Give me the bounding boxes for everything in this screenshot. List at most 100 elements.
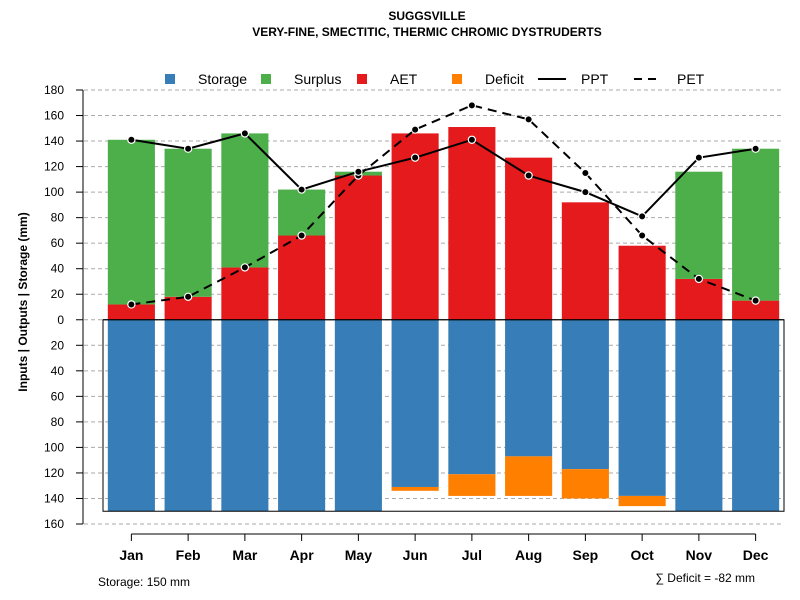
x-tick-label-mar: Mar bbox=[232, 547, 257, 563]
storage-bar-jul bbox=[448, 319, 496, 475]
legend-swatch-aet bbox=[357, 74, 367, 84]
ppt-point-dec bbox=[751, 144, 760, 153]
legend: Storage Surplus AET Deficit PPT PET bbox=[165, 71, 705, 87]
storage-bar-apr bbox=[278, 319, 326, 512]
aet-bar-jun bbox=[391, 133, 439, 320]
y-tick-label: 140 bbox=[44, 134, 64, 148]
x-tick-label-jul: Jul bbox=[462, 547, 482, 563]
surplus-bar-apr bbox=[278, 189, 326, 236]
ppt-point-apr bbox=[297, 185, 306, 194]
deficit-bar-aug bbox=[505, 456, 553, 496]
surplus-bar-dec bbox=[732, 148, 780, 301]
x-tick-label-sep: Sep bbox=[573, 547, 599, 563]
storage-capacity-frame bbox=[102, 319, 785, 512]
deficit-bar-jul bbox=[448, 474, 496, 496]
y-tick-label: 120 bbox=[44, 160, 64, 174]
surplus-bar-mar bbox=[221, 133, 269, 268]
x-tick-label-jan: Jan bbox=[119, 547, 143, 563]
legend-label-ppt: PPT bbox=[581, 71, 609, 87]
aet-bar-oct bbox=[618, 245, 666, 320]
legend-swatch-deficit bbox=[452, 74, 462, 84]
pet-point-sep bbox=[581, 168, 590, 178]
pet-point-jun bbox=[410, 125, 420, 134]
storage-bar-nov bbox=[675, 319, 723, 512]
aet-bar-dec bbox=[732, 300, 780, 320]
ppt-point-aug bbox=[524, 171, 533, 180]
y-tick-label: 40 bbox=[51, 364, 65, 378]
x-axis: Jan Feb Mar Apr May Jun Jul Aug Sep Oct Nov Dec bbox=[119, 533, 769, 563]
y-tick-label: 120 bbox=[44, 466, 64, 480]
legend-label-storage: Storage bbox=[198, 71, 247, 87]
ppt-point-nov bbox=[694, 153, 704, 162]
aet-bar-apr bbox=[278, 235, 326, 320]
legend-label-surplus: Surplus bbox=[294, 71, 341, 87]
pet-point-mar bbox=[240, 263, 250, 272]
legend-label-deficit: Deficit bbox=[485, 71, 524, 87]
pet-point-feb bbox=[183, 292, 193, 301]
surplus-bar-jan bbox=[107, 139, 155, 305]
aet-bar-may bbox=[334, 175, 382, 320]
storage-bar-dec bbox=[732, 319, 780, 512]
y-tick-label: 20 bbox=[51, 338, 65, 352]
deficit-bar-jun bbox=[391, 486, 439, 491]
deficit-annotation: ∑ Deficit = -82 mm bbox=[655, 571, 755, 585]
aet-bar-jul bbox=[448, 127, 496, 320]
y-tick-label: 60 bbox=[51, 389, 65, 403]
storage-bar-jun bbox=[391, 319, 439, 487]
pet-point-jul bbox=[467, 101, 477, 110]
chart-title: SUGGSVILLE bbox=[388, 9, 465, 23]
storage-bar-feb bbox=[164, 319, 212, 512]
deficit-bar-oct bbox=[618, 495, 666, 507]
y-tick-label: 100 bbox=[44, 440, 64, 454]
legend-swatch-storage bbox=[165, 74, 175, 84]
y-tick-label: 80 bbox=[51, 415, 65, 429]
y-tick-label: 160 bbox=[44, 109, 64, 123]
y-tick-label: 20 bbox=[51, 287, 65, 301]
x-tick-label-dec: Dec bbox=[743, 547, 769, 563]
ppt-point-jul bbox=[467, 135, 477, 144]
ppt-point-oct bbox=[637, 212, 647, 221]
storage-bar-may bbox=[334, 319, 382, 512]
aet-bar-aug bbox=[505, 157, 553, 320]
pet-point-nov bbox=[694, 274, 704, 284]
y-tick-label: 180 bbox=[44, 83, 64, 97]
y-tick-label: 160 bbox=[44, 517, 64, 531]
x-tick-label-feb: Feb bbox=[176, 547, 201, 563]
x-tick-label-aug: Aug bbox=[515, 547, 542, 563]
ppt-point-mar bbox=[240, 129, 250, 138]
x-tick-label-may: May bbox=[345, 547, 372, 563]
aet-bar-sep bbox=[561, 202, 609, 320]
y-axis-title: Inputs | Outputs | Storage (mm) bbox=[16, 212, 30, 391]
y-axis: 180 160 140 120 100 80 60 40 20 0 20 40 60 80 100 120 14… bbox=[44, 83, 84, 531]
pet-line bbox=[131, 104, 756, 306]
pet-point-oct bbox=[637, 231, 647, 240]
aet-bar-mar bbox=[221, 267, 269, 320]
legend-label-aet: AET bbox=[390, 71, 418, 87]
pet-point-apr bbox=[297, 231, 306, 240]
legend-label-pet: PET bbox=[677, 71, 705, 87]
x-tick-label-jun: Jun bbox=[403, 547, 428, 563]
pet-point-jan bbox=[127, 300, 136, 309]
legend-swatch-surplus bbox=[261, 74, 271, 84]
storage-annotation: Storage: 150 mm bbox=[98, 575, 190, 589]
ppt-point-feb bbox=[183, 144, 193, 153]
deficit-bar-sep bbox=[561, 469, 609, 499]
ppt-point-sep bbox=[581, 187, 590, 197]
surplus-bar-nov bbox=[675, 171, 723, 279]
x-tick-label-oct: Oct bbox=[630, 547, 654, 563]
aet-bar-jan bbox=[107, 304, 155, 320]
chart-subtitle: VERY-FINE, SMECTITIC, THERMIC CHROMIC DY… bbox=[252, 25, 602, 39]
surplus-bar-feb bbox=[164, 148, 212, 297]
series-lines bbox=[127, 101, 760, 309]
storage-bar-oct bbox=[618, 319, 666, 496]
pet-point-dec bbox=[751, 296, 760, 305]
storage-bar-aug bbox=[505, 319, 553, 457]
y-tick-label: 0 bbox=[57, 313, 64, 327]
x-tick-label-nov: Nov bbox=[686, 547, 713, 563]
pet-point-aug bbox=[524, 115, 533, 124]
storage-bar-mar bbox=[221, 319, 269, 512]
ppt-point-jun bbox=[410, 153, 420, 162]
ppt-point-may bbox=[354, 167, 363, 176]
x-tick-label-apr: Apr bbox=[290, 547, 315, 563]
